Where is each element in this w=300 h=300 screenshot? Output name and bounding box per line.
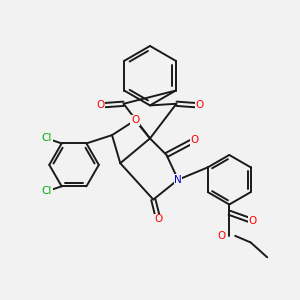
Text: Cl: Cl: [42, 186, 52, 196]
Text: O: O: [195, 100, 204, 110]
Text: O: O: [248, 216, 256, 226]
Text: O: O: [96, 100, 105, 110]
Text: O: O: [131, 115, 139, 125]
Text: O: O: [217, 231, 225, 241]
Text: Cl: Cl: [42, 134, 52, 143]
Text: O: O: [154, 214, 162, 224]
Text: O: O: [190, 135, 199, 145]
Text: N: N: [174, 175, 182, 185]
